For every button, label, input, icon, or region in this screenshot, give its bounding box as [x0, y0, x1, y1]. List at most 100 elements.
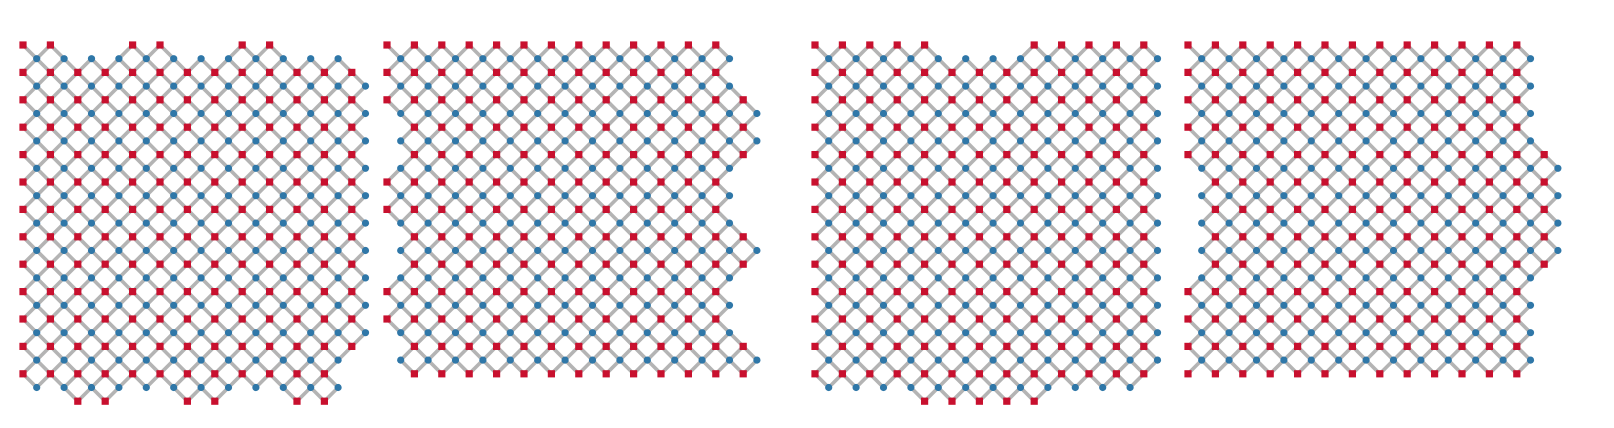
ancilla-qubit	[129, 178, 137, 186]
data-qubit	[962, 356, 970, 364]
data-qubit	[1198, 329, 1206, 337]
data-qubit	[451, 55, 460, 63]
data-qubit	[643, 109, 651, 118]
data-qubit	[170, 301, 178, 309]
data-qubit	[1362, 137, 1370, 145]
data-qubit	[1044, 329, 1052, 337]
data-qubit	[962, 82, 970, 90]
data-qubit	[361, 109, 370, 118]
data-qubit	[33, 219, 41, 227]
ancilla-qubit	[520, 178, 528, 186]
ancilla-qubit	[1140, 41, 1148, 49]
ancilla-qubit	[410, 342, 418, 350]
data-qubit	[1071, 274, 1079, 282]
data-qubit	[616, 274, 624, 282]
data-qubit	[33, 246, 41, 255]
ancilla-qubit	[1458, 123, 1466, 131]
ancilla-qubit	[320, 260, 328, 268]
ancilla-qubit	[684, 41, 692, 49]
data-qubit	[334, 274, 342, 282]
ancilla-qubit	[575, 342, 583, 350]
data-qubit	[115, 137, 123, 145]
data-qubit	[907, 137, 915, 145]
data-qubit	[451, 274, 460, 282]
ancilla-qubit	[602, 260, 610, 268]
data-qubit	[561, 274, 569, 282]
ancilla-qubit	[893, 123, 901, 131]
data-qubit	[87, 356, 96, 364]
ancilla-qubit	[921, 151, 929, 159]
ancilla-qubit	[438, 68, 446, 76]
ancilla-qubit	[838, 315, 846, 323]
data-qubit	[142, 82, 150, 90]
data-qubit	[879, 301, 888, 309]
ancilla-qubit	[211, 342, 219, 350]
data-qubit	[879, 82, 888, 90]
data-qubit	[197, 109, 205, 118]
data-qubit	[1389, 301, 1398, 309]
ancilla-qubit	[1184, 68, 1192, 76]
data-qubit	[588, 109, 597, 118]
ancilla-qubit	[948, 96, 956, 104]
ancilla-qubit	[101, 123, 109, 131]
data-qubit	[962, 301, 970, 309]
ancilla-qubit	[684, 68, 692, 76]
ancilla-qubit	[410, 123, 418, 131]
ancilla-qubit	[657, 205, 665, 213]
data-qubit	[1444, 55, 1452, 63]
data-qubit	[224, 55, 233, 63]
ancilla-qubit	[46, 151, 54, 159]
data-qubit	[879, 246, 888, 255]
ancilla-qubit	[1058, 41, 1066, 49]
data-qubit	[879, 137, 888, 145]
ancilla-qubit	[1140, 68, 1148, 76]
ancilla-qubit	[1513, 315, 1521, 323]
ancilla-qubit	[348, 233, 356, 241]
ancilla-qubit	[921, 397, 929, 405]
data-qubit	[1526, 55, 1535, 63]
ancilla-qubit	[948, 397, 956, 405]
data-qubit	[60, 274, 68, 282]
data-qubit	[725, 192, 734, 200]
data-qubit	[142, 329, 150, 337]
data-qubit	[1044, 274, 1052, 282]
ancilla-qubit	[712, 233, 720, 241]
ancilla-qubit	[1294, 315, 1302, 323]
data-qubit	[479, 109, 487, 118]
ancilla-qubit	[1513, 288, 1521, 296]
data-qubit	[1071, 164, 1079, 172]
data-qubit	[1071, 219, 1079, 227]
ancilla-qubit	[19, 342, 27, 350]
data-qubit	[561, 192, 569, 200]
data-qubit	[1307, 82, 1315, 90]
ancilla-qubit	[183, 178, 191, 186]
ancilla-qubit	[712, 41, 720, 49]
data-qubit	[934, 55, 942, 63]
data-qubit	[643, 301, 651, 309]
ancilla-qubit	[948, 288, 956, 296]
ancilla-qubit	[465, 96, 473, 104]
ancilla-qubit	[811, 370, 819, 378]
data-qubit	[1335, 82, 1343, 90]
ancilla-qubit	[74, 96, 82, 104]
data-qubit	[1444, 109, 1452, 118]
ancilla-layer	[811, 41, 1148, 405]
data-qubit	[698, 246, 706, 255]
ancilla-qubit	[1030, 233, 1038, 241]
data-qubit	[397, 274, 405, 282]
ancilla-qubit	[1140, 96, 1148, 104]
data-qubit	[479, 82, 487, 90]
ancilla-qubit	[1184, 370, 1192, 378]
ancilla-qubit	[74, 315, 82, 323]
ancilla-qubit	[438, 123, 446, 131]
data-qubit	[643, 164, 651, 172]
ancilla-qubit	[266, 315, 274, 323]
data-qubit	[643, 82, 651, 90]
ancilla-qubit	[602, 288, 610, 296]
ancilla-qubit	[1030, 41, 1038, 49]
data-qubit	[1526, 137, 1535, 145]
data-qubit	[1499, 329, 1507, 337]
data-qubit	[1016, 137, 1025, 145]
ancilla-qubit	[211, 68, 219, 76]
ancilla-qubit	[1266, 178, 1274, 186]
